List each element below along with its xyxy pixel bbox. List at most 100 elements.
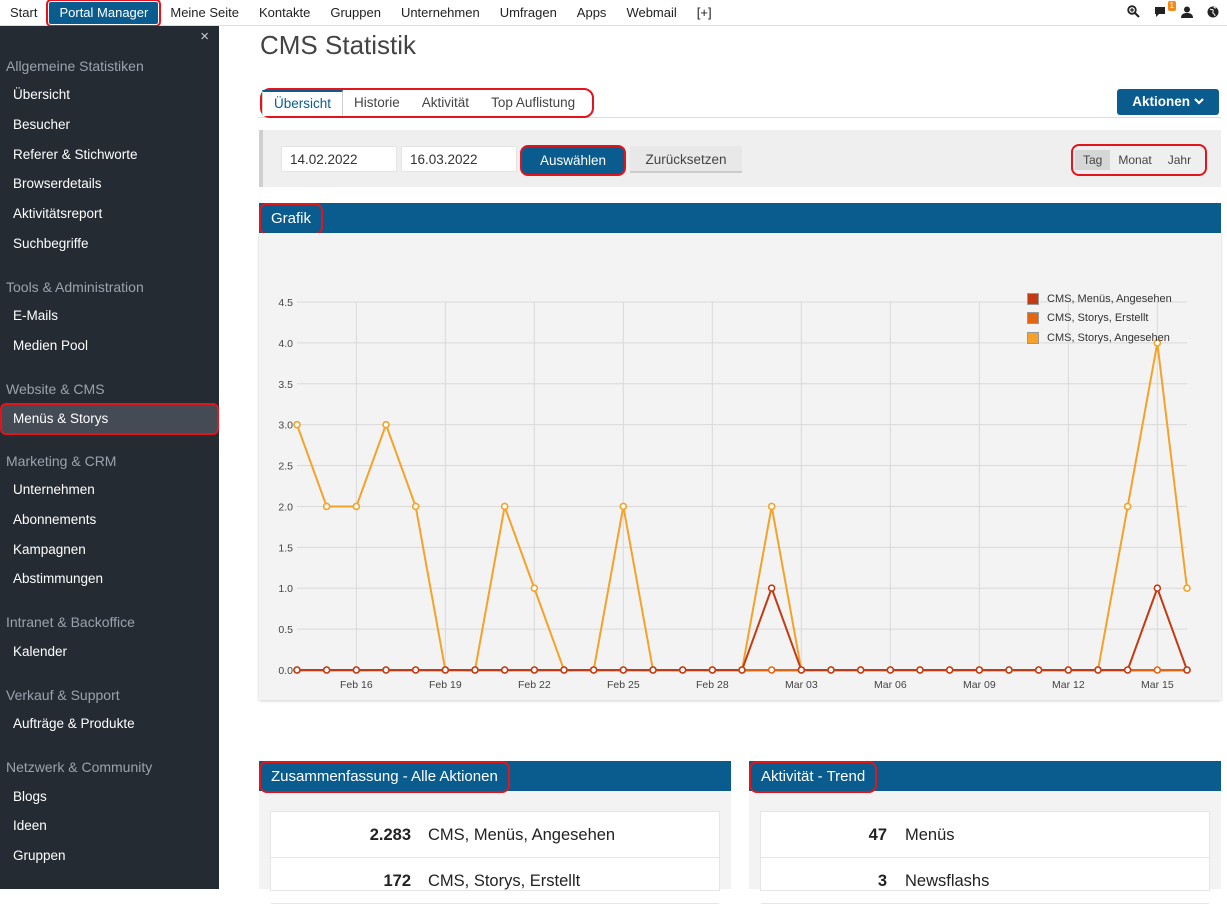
sidebar-item-unternehmen[interactable]: Unternehmen bbox=[13, 482, 95, 497]
sidebar-item-gruppen[interactable]: Gruppen bbox=[13, 848, 66, 863]
chevron-down-icon bbox=[1193, 94, 1204, 109]
tab-uebersicht[interactable]: Übersicht bbox=[262, 90, 344, 116]
legend-swatch bbox=[1027, 331, 1039, 344]
period-jahr[interactable]: Jahr bbox=[1167, 153, 1192, 167]
data-point bbox=[767, 666, 776, 674]
data-point bbox=[500, 502, 509, 511]
tab-top-auflistung[interactable]: Top Auflistung bbox=[491, 95, 576, 110]
sidebar-item-kampagnen[interactable]: Kampagnen bbox=[13, 542, 86, 557]
data-point bbox=[738, 666, 746, 674]
trend-label: Newsflashs bbox=[905, 872, 990, 890]
grafik-header: Grafik bbox=[259, 203, 1221, 235]
data-point bbox=[619, 502, 628, 511]
sidebar-item-emails[interactable]: E-Mails bbox=[13, 308, 59, 323]
trend-title: Aktivität - Trend bbox=[749, 761, 878, 793]
sidebar-item-besucher[interactable]: Besucher bbox=[13, 117, 71, 132]
y-tick-label: 3.5 bbox=[278, 379, 293, 391]
legend-item-storys-erstellt[interactable]: CMS, Storys, Erstellt bbox=[1027, 309, 1172, 329]
topnav-unternehmen[interactable]: Unternehmen bbox=[400, 4, 480, 20]
legend-item-menues-angesehen[interactable]: CMS, Menüs, Angesehen bbox=[1027, 289, 1172, 309]
data-point bbox=[293, 420, 301, 429]
date-to-input[interactable]: 16.03.2022 bbox=[401, 146, 517, 172]
data-point bbox=[1183, 666, 1191, 674]
topnav-gruppen[interactable]: Gruppen bbox=[330, 4, 381, 20]
tab-aktivitaet[interactable]: Aktivität bbox=[421, 95, 470, 110]
topnav-kontakte[interactable]: Kontakte bbox=[259, 4, 311, 20]
legend-item-storys-angesehen[interactable]: CMS, Storys, Angesehen bbox=[1027, 328, 1172, 348]
tab-historie[interactable]: Historie bbox=[354, 95, 400, 110]
sidebar-item-aktivitaetsreport[interactable]: Aktivitätsreport bbox=[13, 206, 103, 221]
sidebar-section-website-cms: Website & CMS bbox=[6, 381, 105, 397]
data-point bbox=[916, 666, 924, 674]
data-point bbox=[382, 666, 390, 674]
x-tick-label: Feb 25 bbox=[607, 679, 640, 691]
trend-row: 47 Menüs bbox=[761, 812, 1209, 858]
trend-value: 3 bbox=[877, 872, 887, 890]
summary-value: 172 bbox=[383, 872, 411, 890]
data-point bbox=[1153, 584, 1162, 593]
period-tag[interactable]: Tag bbox=[1075, 150, 1111, 170]
data-point bbox=[797, 666, 806, 674]
sidebar-item-suchbegriffe[interactable]: Suchbegriffe bbox=[13, 236, 89, 251]
data-point bbox=[1123, 666, 1132, 674]
sidebar-section-tools: Tools & Administration bbox=[6, 279, 144, 295]
data-point bbox=[1153, 339, 1162, 347]
topnav-meine-seite[interactable]: Meine Seite bbox=[170, 4, 240, 20]
chat-icon[interactable]: 1 bbox=[1154, 0, 1176, 21]
globe-icon[interactable] bbox=[1207, 6, 1219, 21]
sidebar-item-medien-pool[interactable]: Medien Pool bbox=[13, 338, 89, 353]
summary-title: Zusammenfassung - Alle Aktionen bbox=[259, 761, 510, 793]
topnav-add[interactable]: [+] bbox=[696, 4, 712, 20]
chart-legend: CMS, Menüs, Angesehen CMS, Storys, Erste… bbox=[1027, 289, 1172, 348]
legend-swatch bbox=[1027, 292, 1039, 305]
topnav-portal-manager[interactable]: Portal Manager bbox=[46, 0, 162, 27]
sidebar-item-auftraege[interactable]: Aufträge & Produkte bbox=[13, 716, 135, 731]
sidebar-item-kalender[interactable]: Kalender bbox=[13, 644, 68, 659]
y-tick-label: 1.0 bbox=[278, 583, 293, 595]
sidebar-item-uebersicht[interactable]: Übersicht bbox=[13, 87, 71, 102]
topnav-start[interactable]: Start bbox=[10, 4, 38, 20]
x-tick-label: Mar 03 bbox=[785, 679, 818, 691]
data-point bbox=[441, 666, 450, 674]
summary-list: 2.283 CMS, Menüs, Angesehen 172 CMS, Sto… bbox=[270, 811, 720, 904]
data-point bbox=[708, 666, 717, 674]
data-point bbox=[1123, 502, 1132, 511]
sidebar-item-blogs[interactable]: Blogs bbox=[13, 789, 47, 804]
x-tick-label: Feb 19 bbox=[429, 679, 462, 691]
search-zoom-icon[interactable] bbox=[1127, 5, 1140, 21]
data-point bbox=[945, 666, 954, 674]
grafik-title: Grafik bbox=[259, 203, 324, 235]
data-point bbox=[975, 666, 984, 674]
sidebar-close-icon[interactable]: × bbox=[200, 28, 209, 45]
topnav-umfragen[interactable]: Umfragen bbox=[499, 4, 557, 20]
sidebar-item-ideen[interactable]: Ideen bbox=[13, 818, 47, 833]
date-from-input[interactable]: 14.02.2022 bbox=[281, 146, 397, 172]
tab-bar: Übersicht Historie Aktivität Top Auflist… bbox=[260, 88, 595, 118]
user-icon[interactable] bbox=[1181, 6, 1193, 21]
aktionen-button[interactable]: Aktionen bbox=[1117, 89, 1219, 115]
data-point bbox=[471, 666, 479, 674]
summary-label: CMS, Menüs, Angesehen bbox=[428, 826, 616, 844]
line-chart: 0.0 0.5 1.0 1.5 2.0 2.5 3.0 3.5 4.0 4.5 Feb 16 Feb … bbox=[278, 292, 1191, 691]
auswaehlen-button[interactable]: Auswählen bbox=[520, 145, 626, 176]
main-content: CMS Statistik Übersicht Historie Aktivit… bbox=[219, 26, 1227, 904]
x-tick-label: Feb 28 bbox=[696, 679, 729, 691]
y-tick-label: 2.0 bbox=[278, 501, 293, 513]
trend-label: Menüs bbox=[905, 826, 955, 844]
data-point bbox=[1064, 666, 1073, 674]
x-tick-label: Feb 22 bbox=[518, 679, 551, 691]
topnav-webmail[interactable]: Webmail bbox=[626, 4, 677, 20]
sidebar-section-allgemeine-statistiken: Allgemeine Statistiken bbox=[6, 58, 144, 74]
top-navigation-bar: Start Portal Manager Meine Seite Kontakt… bbox=[0, 0, 1227, 27]
sidebar-item-abstimmungen[interactable]: Abstimmungen bbox=[13, 571, 104, 586]
topnav-apps[interactable]: Apps bbox=[576, 4, 607, 20]
period-monat[interactable]: Monat bbox=[1118, 153, 1152, 167]
sidebar-item-abonnements[interactable]: Abonnements bbox=[13, 512, 97, 527]
y-tick-label: 1.5 bbox=[278, 542, 293, 554]
sidebar-item-referer[interactable]: Referer & Stichworte bbox=[13, 147, 138, 162]
legend-swatch bbox=[1027, 312, 1039, 325]
sidebar-item-menues-storys[interactable]: Menüs & Storys bbox=[0, 403, 219, 435]
zuruecksetzen-button[interactable]: Zurücksetzen bbox=[630, 146, 742, 173]
sidebar-item-browserdetails[interactable]: Browserdetails bbox=[13, 176, 102, 191]
data-point bbox=[1183, 584, 1191, 593]
